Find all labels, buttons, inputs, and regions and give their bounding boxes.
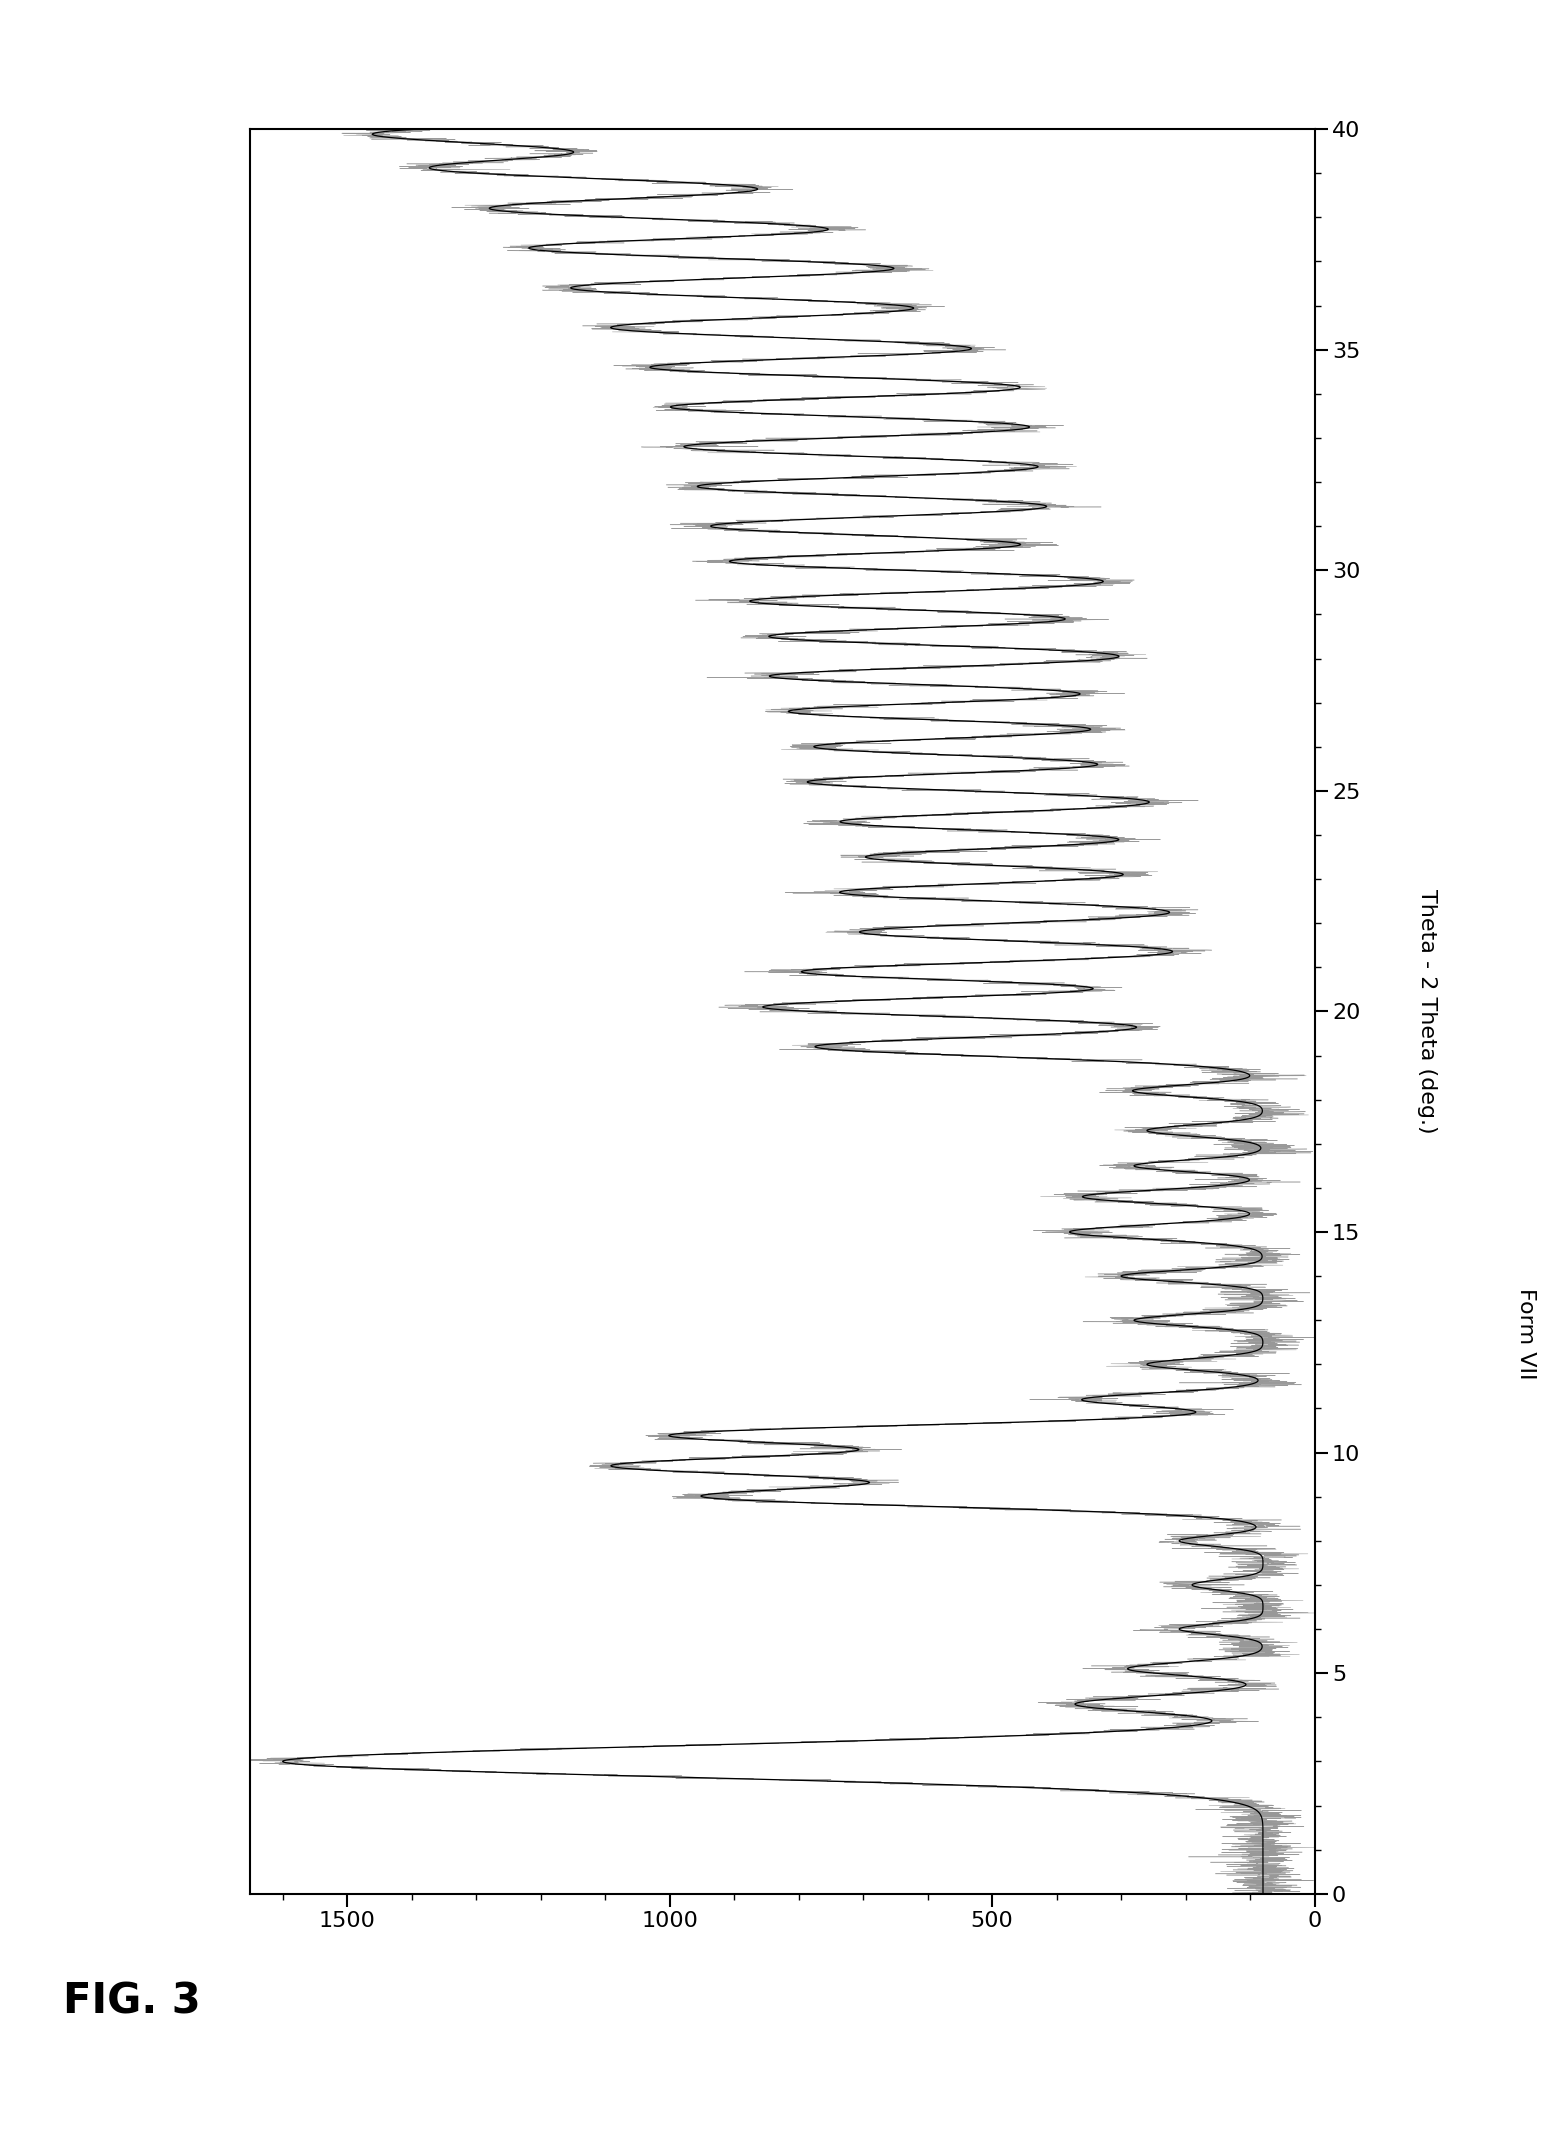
Text: FIG. 3: FIG. 3 — [63, 1980, 200, 2023]
Text: Form VII: Form VII — [1516, 1289, 1535, 1379]
Y-axis label: Theta - 2 Theta (deg.): Theta - 2 Theta (deg.) — [1416, 889, 1437, 1134]
